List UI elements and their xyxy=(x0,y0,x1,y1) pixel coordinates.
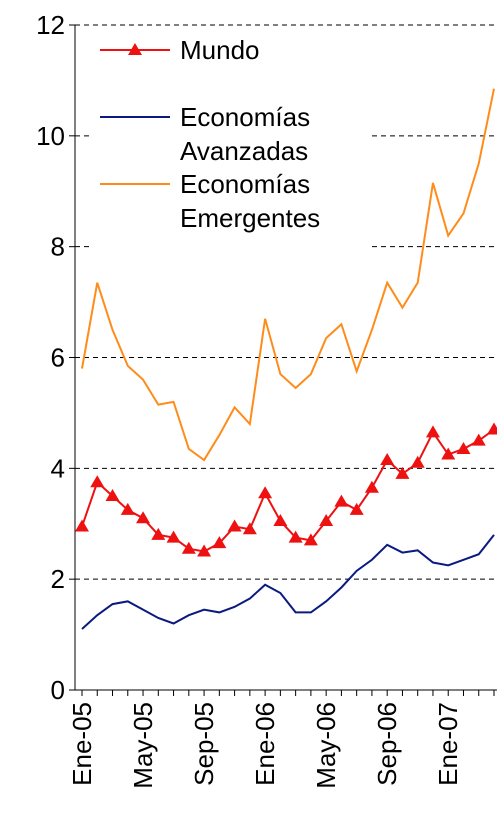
x-tick-label: Ene-06 xyxy=(250,702,280,786)
marker xyxy=(410,455,425,468)
series-line xyxy=(81,88,495,462)
series-line xyxy=(81,534,495,630)
marker xyxy=(151,527,166,540)
marker xyxy=(212,536,227,549)
marker xyxy=(166,530,181,543)
y-tick-label: 2 xyxy=(51,564,65,594)
marker xyxy=(105,489,120,502)
marker xyxy=(456,441,471,454)
y-tick-label: 10 xyxy=(36,121,65,151)
marker xyxy=(242,522,257,535)
marker xyxy=(425,425,440,438)
legend xyxy=(90,28,370,283)
marker xyxy=(273,513,288,526)
legend-label: Mundo xyxy=(180,35,260,65)
marker xyxy=(319,513,334,526)
marker xyxy=(288,530,303,543)
marker xyxy=(128,43,142,55)
marker xyxy=(334,494,349,507)
y-tick-label: 8 xyxy=(51,232,65,262)
series-line xyxy=(81,428,495,553)
marker xyxy=(197,544,212,557)
x-tick-label: May-06 xyxy=(311,702,341,789)
marker xyxy=(120,502,135,515)
marker xyxy=(441,447,456,460)
marker xyxy=(380,453,395,466)
marker xyxy=(258,486,273,499)
x-tick-label: Ene-05 xyxy=(67,702,97,786)
marker xyxy=(364,480,379,493)
marker xyxy=(136,511,151,524)
legend-label: Economías Emergentes xyxy=(180,169,320,233)
marker xyxy=(487,422,497,435)
marker xyxy=(303,533,318,546)
marker xyxy=(181,541,196,554)
x-tick-label: Sep-05 xyxy=(189,702,219,786)
y-tick-label: 4 xyxy=(51,453,65,483)
marker xyxy=(90,475,105,488)
y-tick-label: 6 xyxy=(51,343,65,373)
marker xyxy=(395,466,410,479)
x-tick-label: May-05 xyxy=(128,702,158,789)
x-tick-label: Ene-07 xyxy=(433,702,463,786)
marker xyxy=(471,433,486,446)
marker xyxy=(75,519,89,532)
x-tick-label: Sep-06 xyxy=(372,702,402,786)
legend-label: Economías Avanzadas xyxy=(180,102,310,166)
y-tick-label: 12 xyxy=(36,10,65,40)
marker xyxy=(227,519,242,532)
marker xyxy=(349,502,364,515)
y-tick-label: 0 xyxy=(51,675,65,705)
